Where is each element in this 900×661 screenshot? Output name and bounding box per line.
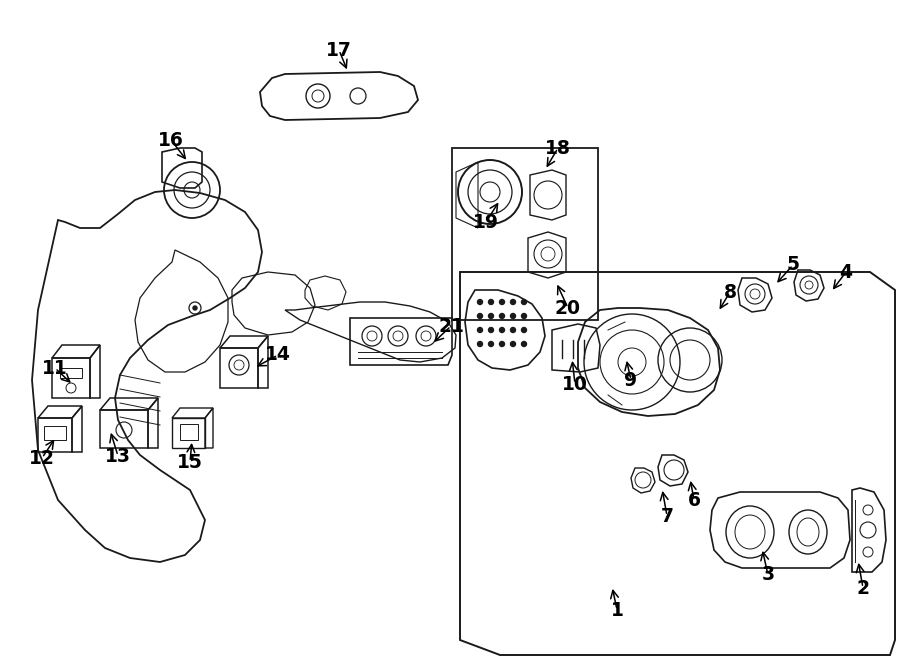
- Text: 9: 9: [625, 371, 637, 389]
- Text: 8: 8: [724, 282, 736, 301]
- Text: 16: 16: [158, 130, 184, 149]
- Text: 14: 14: [266, 346, 291, 364]
- Circle shape: [478, 342, 482, 346]
- Circle shape: [489, 327, 493, 332]
- Circle shape: [521, 299, 526, 305]
- Text: 1: 1: [610, 600, 624, 619]
- Text: 5: 5: [787, 256, 799, 274]
- Circle shape: [193, 306, 197, 310]
- Circle shape: [500, 342, 505, 346]
- Text: 7: 7: [661, 506, 673, 525]
- Text: 13: 13: [105, 446, 131, 465]
- Circle shape: [500, 313, 505, 319]
- Text: 19: 19: [473, 212, 499, 231]
- Text: 12: 12: [29, 449, 55, 467]
- Text: 4: 4: [840, 262, 852, 282]
- Circle shape: [489, 313, 493, 319]
- Circle shape: [521, 327, 526, 332]
- Text: 20: 20: [555, 299, 581, 317]
- Circle shape: [510, 327, 516, 332]
- Text: 6: 6: [688, 490, 700, 510]
- Text: 17: 17: [326, 40, 352, 59]
- Circle shape: [500, 299, 505, 305]
- Text: 3: 3: [761, 566, 775, 584]
- Text: 2: 2: [857, 578, 869, 598]
- Circle shape: [489, 342, 493, 346]
- Text: 15: 15: [177, 453, 202, 471]
- Circle shape: [521, 342, 526, 346]
- Text: 21: 21: [438, 317, 464, 336]
- Circle shape: [510, 342, 516, 346]
- Circle shape: [489, 299, 493, 305]
- Circle shape: [500, 327, 505, 332]
- Text: 18: 18: [545, 139, 571, 157]
- Circle shape: [478, 327, 482, 332]
- Circle shape: [478, 299, 482, 305]
- Circle shape: [510, 313, 516, 319]
- Text: 11: 11: [42, 358, 68, 377]
- Text: 10: 10: [562, 375, 588, 393]
- Circle shape: [478, 313, 482, 319]
- Circle shape: [510, 299, 516, 305]
- Circle shape: [521, 313, 526, 319]
